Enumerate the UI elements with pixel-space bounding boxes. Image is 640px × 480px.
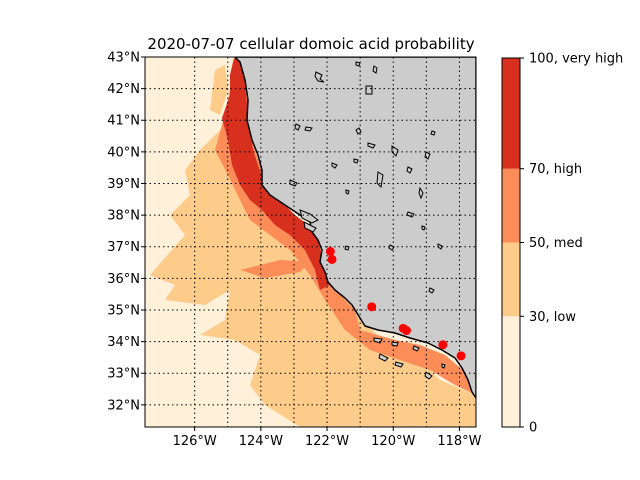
lat-tick-label: 36°N <box>107 272 140 287</box>
site-marker <box>401 326 411 336</box>
colorbar: 0 30, low 50, med 70, high 100, very high <box>501 52 623 436</box>
longitude-axis: 126°W 124°W 122°W 120°W 118°W <box>173 427 482 449</box>
observation-sites <box>325 246 476 380</box>
lat-tick-label: 33°N <box>107 367 140 382</box>
med-probability-zone-north <box>210 65 228 115</box>
site-marker <box>456 351 466 361</box>
site-marker <box>327 254 337 264</box>
lat-tick-label: 38°N <box>107 209 140 224</box>
lat-tick-label: 37°N <box>107 240 140 255</box>
lat-tick-label: 41°N <box>107 114 140 129</box>
site-marker <box>325 246 335 256</box>
map-area <box>145 57 476 427</box>
latitude-axis: 43°N 42°N 41°N 40°N 39°N 38°N 37°N 36°N 35°N 34°N… <box>107 51 145 413</box>
lon-tick-label: 124°W <box>239 434 283 449</box>
lat-tick-label: 43°N <box>107 51 140 66</box>
site-marker <box>438 340 448 350</box>
colorbar-segment <box>502 242 520 317</box>
colorbar-segment <box>502 58 520 169</box>
colorbar-tick-label: 0 <box>529 421 537 436</box>
land-mass <box>234 57 476 399</box>
colorbar-tick-label: 50, med <box>529 236 583 251</box>
lat-tick-label: 42°N <box>107 82 140 97</box>
high-probability-streak <box>240 260 310 278</box>
graticule-grid <box>145 57 476 427</box>
colorbar-tick-label: 100, very high <box>529 52 623 67</box>
lat-tick-label: 39°N <box>107 177 140 192</box>
lat-tick-label: 35°N <box>107 303 140 318</box>
map-title: 2020-07-07 cellular domoic acid probabil… <box>147 35 474 53</box>
site-marker <box>367 302 377 312</box>
colorbar-tick-label: 70, high <box>529 162 582 177</box>
colorbar-tick-label: 30, low <box>529 310 576 325</box>
lon-tick-label: 120°W <box>371 434 415 449</box>
lon-tick-label: 122°W <box>305 434 349 449</box>
very-high-probability-zone <box>222 58 330 290</box>
colorbar-segment <box>502 316 520 427</box>
lon-tick-label: 126°W <box>173 434 217 449</box>
colorbar-segment <box>502 168 520 243</box>
lon-tick-label: 118°W <box>437 434 481 449</box>
lat-tick-label: 34°N <box>107 335 140 350</box>
map-frame <box>144 56 477 428</box>
lat-tick-label: 40°N <box>107 145 140 160</box>
lat-tick-label: 32°N <box>107 398 140 413</box>
